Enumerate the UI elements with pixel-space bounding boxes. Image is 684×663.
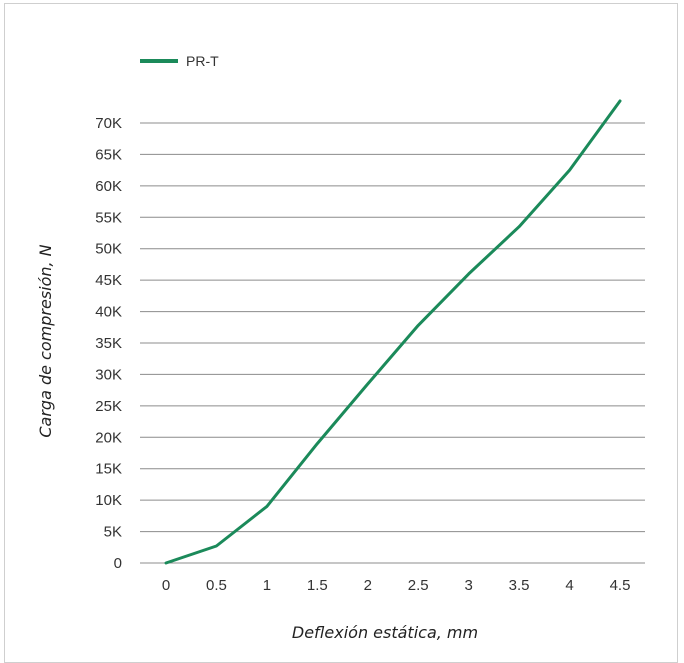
series-line-pr-t bbox=[164, 99, 622, 565]
grid-lines bbox=[140, 122, 645, 564]
x-tick-labels: 0 0.5 1 1.5 2 2.5 3 3.5 4 4.5 bbox=[162, 577, 631, 594]
y-tick-label: 50K bbox=[95, 241, 122, 258]
series-lines bbox=[164, 99, 622, 565]
x-tick-label: 1 bbox=[263, 577, 271, 594]
x-tick-label: 1.5 bbox=[307, 577, 328, 594]
y-tick-label: 15K bbox=[95, 461, 122, 478]
y-axis-title: Carga de compresión, N bbox=[36, 244, 55, 437]
x-tick-label: 2.5 bbox=[408, 577, 429, 594]
y-tick-label: 45K bbox=[95, 272, 122, 289]
x-tick-label: 0 bbox=[162, 577, 170, 594]
chart-frame bbox=[4, 3, 678, 663]
x-axis-title: Deflexión estática, mm bbox=[292, 623, 478, 642]
y-tick-label: 55K bbox=[95, 209, 122, 226]
y-tick-label: 40K bbox=[95, 304, 122, 321]
x-tick-label: 4 bbox=[565, 577, 573, 594]
y-tick-label: 70K bbox=[95, 115, 122, 132]
y-tick-label: 65K bbox=[95, 146, 122, 163]
y-tick-label: 0 bbox=[114, 555, 122, 572]
y-tick-label: 5K bbox=[104, 524, 122, 541]
x-tick-label: 3.5 bbox=[509, 577, 530, 594]
y-tick-label: 20K bbox=[95, 429, 122, 446]
y-tick-label: 60K bbox=[95, 178, 122, 195]
legend-label-pr-t: PR-T bbox=[186, 53, 219, 69]
legend: PR-T bbox=[140, 53, 219, 69]
x-tick-label: 3 bbox=[464, 577, 472, 594]
y-tick-label: 35K bbox=[95, 335, 122, 352]
y-tick-label: 10K bbox=[95, 492, 122, 509]
y-tick-labels: 0 5K 10K 15K 20K 25K 30K 35K 40K 45K 50K 55K 60K 65K 7… bbox=[95, 115, 122, 572]
x-tick-label: 4.5 bbox=[610, 577, 631, 594]
x-tick-label: 2 bbox=[364, 577, 372, 594]
y-tick-label: 30K bbox=[95, 366, 122, 383]
x-tick-label: 0.5 bbox=[206, 577, 227, 594]
y-tick-label: 25K bbox=[95, 398, 122, 415]
